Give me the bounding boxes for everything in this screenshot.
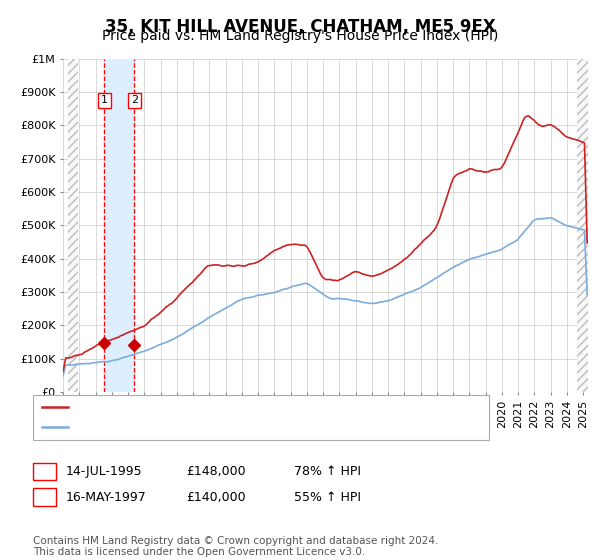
Text: 35, KIT HILL AVENUE, CHATHAM, ME5 9EX: 35, KIT HILL AVENUE, CHATHAM, ME5 9EX [104, 18, 496, 36]
Text: 1: 1 [101, 95, 108, 105]
Text: 16-MAY-1997: 16-MAY-1997 [66, 491, 147, 504]
Text: 2: 2 [131, 95, 138, 105]
Text: HPI: Average price, detached house, Medway: HPI: Average price, detached house, Medw… [72, 421, 356, 433]
Bar [68, 59, 79, 392]
Bar [104, 59, 134, 392]
Text: £140,000: £140,000 [186, 491, 245, 504]
Text: 14-JUL-1995: 14-JUL-1995 [66, 465, 143, 478]
Text: 2: 2 [40, 491, 49, 504]
Text: 55% ↑ HPI: 55% ↑ HPI [294, 491, 361, 504]
Text: Contains HM Land Registry data © Crown copyright and database right 2024.
This d: Contains HM Land Registry data © Crown c… [33, 535, 439, 557]
Bar [577, 59, 588, 392]
Text: 78% ↑ HPI: 78% ↑ HPI [294, 465, 361, 478]
Text: £148,000: £148,000 [186, 465, 245, 478]
Text: 35, KIT HILL AVENUE, CHATHAM, ME5 9EX (detached house): 35, KIT HILL AVENUE, CHATHAM, ME5 9EX (d… [72, 401, 448, 414]
Text: 1: 1 [40, 465, 49, 478]
Text: Price paid vs. HM Land Registry's House Price Index (HPI): Price paid vs. HM Land Registry's House … [102, 29, 498, 43]
